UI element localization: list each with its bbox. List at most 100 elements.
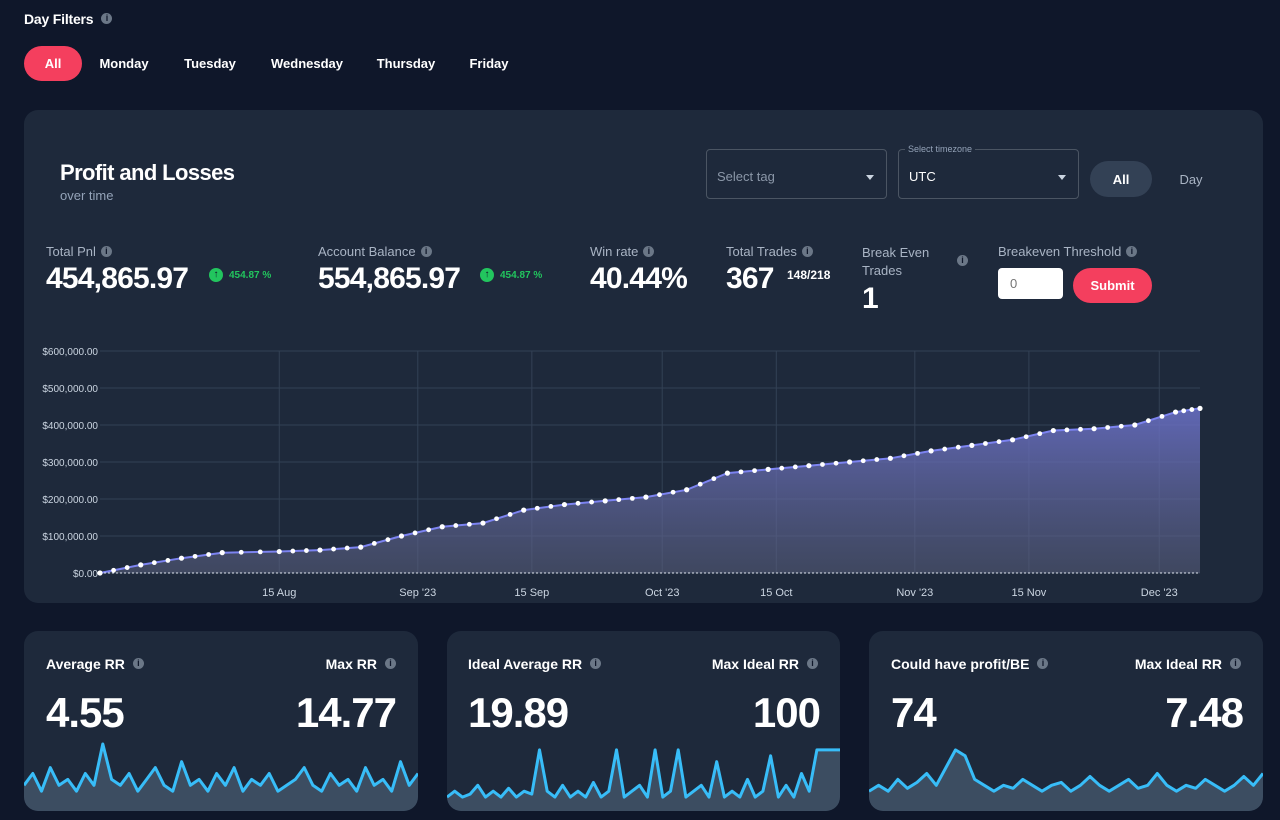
pnl-point[interactable] (290, 548, 296, 554)
pnl-point[interactable] (792, 464, 798, 470)
pnl-point[interactable] (629, 495, 635, 501)
pnl-point[interactable] (860, 458, 866, 464)
pnl-point[interactable] (901, 453, 907, 459)
pnl-point[interactable] (276, 548, 282, 555)
breakeven-threshold-input[interactable] (998, 268, 1063, 299)
pnl-point[interactable] (97, 570, 103, 576)
pnl-point[interactable] (507, 512, 513, 517)
info-icon[interactable]: i (1037, 657, 1049, 669)
info-icon[interactable]: i (101, 12, 113, 24)
pnl-point[interactable] (192, 553, 198, 559)
info-icon[interactable]: i (590, 657, 602, 669)
pnl-point[interactable] (426, 527, 432, 533)
pnl-point[interactable] (602, 498, 608, 504)
pnl-point[interactable] (1037, 431, 1043, 437)
day-filter-thursday[interactable]: Thursday (376, 56, 436, 71)
info-icon[interactable]: i (420, 246, 432, 258)
pnl-point[interactable] (806, 463, 812, 469)
timezone-select[interactable]: Select timezone UTC (898, 144, 1079, 199)
info-icon[interactable]: i (100, 246, 112, 258)
pnl-point[interactable] (657, 492, 662, 498)
pnl-point[interactable] (915, 450, 920, 456)
pnl-point[interactable] (765, 466, 771, 472)
day-filter-all[interactable]: All (24, 46, 82, 81)
pnl-point[interactable] (548, 504, 554, 509)
pnl-point[interactable] (575, 500, 581, 506)
pnl-point[interactable] (1118, 423, 1124, 429)
pnl-point[interactable] (1091, 426, 1097, 432)
day-filter-monday[interactable]: Monday (99, 56, 149, 71)
pnl-point[interactable] (847, 459, 853, 465)
pnl-point[interactable] (1145, 418, 1151, 424)
day-filter-friday[interactable]: Friday (469, 56, 509, 71)
pnl-point[interactable] (752, 468, 757, 474)
info-icon[interactable]: i (807, 657, 818, 669)
pnl-point[interactable] (969, 442, 975, 448)
pnl-point[interactable] (643, 494, 649, 500)
pnl-point[interactable] (1050, 427, 1056, 434)
pnl-point[interactable] (820, 462, 825, 467)
pnl-point[interactable] (874, 457, 880, 462)
pnl-point[interactable] (178, 555, 185, 561)
pnl-point[interactable] (697, 481, 703, 487)
range-toggle-day[interactable]: Day (1179, 171, 1203, 187)
tag-select[interactable]: Select tag (706, 149, 887, 199)
pnl-point[interactable] (1159, 413, 1165, 419)
day-filter-tuesday[interactable]: Tuesday (184, 56, 236, 71)
info-icon[interactable]: i (957, 255, 968, 266)
pnl-point[interactable] (206, 552, 212, 557)
pnl-point[interactable] (1009, 437, 1016, 443)
info-icon[interactable]: i (1126, 246, 1138, 258)
pnl-point[interactable] (1105, 425, 1111, 430)
pnl-point[interactable] (1132, 422, 1138, 428)
pnl-point[interactable] (439, 524, 445, 530)
pnl-point[interactable] (1023, 434, 1029, 440)
pnl-point[interactable] (616, 497, 622, 503)
submit-button[interactable]: Submit (1073, 268, 1152, 303)
pnl-point[interactable] (358, 544, 364, 550)
info-icon[interactable]: i (801, 246, 813, 258)
info-icon[interactable]: i (1230, 657, 1241, 669)
pnl-point[interactable] (219, 550, 225, 556)
pnl-point[interactable] (521, 507, 527, 513)
pnl-point[interactable] (1078, 426, 1083, 432)
info-icon[interactable]: i (643, 246, 655, 258)
range-toggle-all[interactable]: All (1090, 161, 1152, 197)
pnl-point[interactable] (480, 520, 486, 526)
pnl-point[interactable] (412, 530, 418, 536)
pnl-point[interactable] (257, 549, 263, 555)
pnl-point[interactable] (344, 545, 350, 551)
pnl-point[interactable] (385, 537, 391, 543)
day-filter-wednesday[interactable]: Wednesday (270, 56, 343, 71)
pnl-point[interactable] (738, 469, 744, 475)
pnl-point[interactable] (561, 501, 568, 508)
pnl-point[interactable] (238, 549, 244, 555)
pnl-point[interactable] (1064, 427, 1070, 433)
pnl-point[interactable] (1181, 408, 1187, 414)
pnl-point[interactable] (670, 489, 676, 495)
pnl-point[interactable] (996, 439, 1002, 445)
pnl-point[interactable] (124, 565, 130, 570)
info-icon[interactable]: i (385, 657, 396, 669)
pnl-point[interactable] (1189, 407, 1195, 412)
pnl-point[interactable] (398, 533, 405, 539)
pnl-point[interactable] (589, 499, 595, 505)
pnl-point[interactable] (942, 446, 948, 452)
pnl-point[interactable] (453, 523, 459, 528)
pnl-point[interactable] (684, 487, 690, 493)
pnl-point[interactable] (165, 558, 171, 563)
pnl-point[interactable] (331, 546, 336, 552)
pnl-point[interactable] (955, 444, 961, 450)
pnl-point[interactable] (983, 441, 988, 446)
pnl-point[interactable] (779, 465, 785, 471)
pnl-point[interactable] (304, 548, 309, 553)
pnl-point[interactable] (151, 560, 157, 566)
pnl-point[interactable] (1197, 405, 1203, 411)
pnl-point[interactable] (887, 455, 893, 461)
pnl-point[interactable] (111, 567, 116, 573)
pnl-point[interactable] (466, 521, 472, 527)
pnl-point[interactable] (317, 547, 323, 553)
info-icon[interactable]: i (132, 657, 144, 669)
pnl-point[interactable] (928, 448, 934, 454)
pnl-point[interactable] (534, 505, 540, 511)
